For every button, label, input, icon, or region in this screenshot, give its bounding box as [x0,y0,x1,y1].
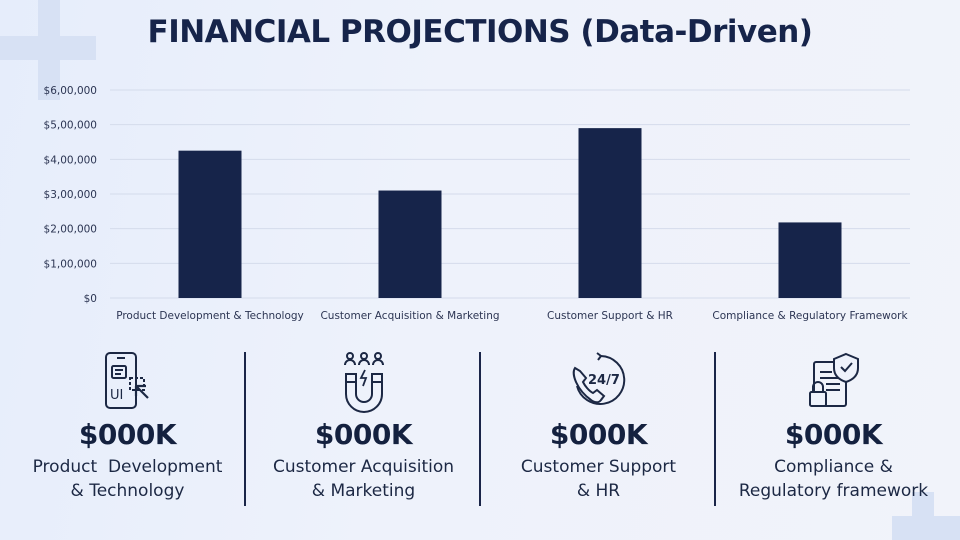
y-tick-label: $6,00,000 [44,85,97,97]
y-tick-label: $3,00,000 [44,189,97,201]
y-tick-label: $1,00,000 [44,258,97,270]
card-label: Customer Support & HR [481,455,716,503]
y-tick-label: $2,00,000 [44,224,97,236]
card-label: Customer Acquisition & Marketing [246,455,481,503]
card-value: $000K [549,418,648,451]
decorative-plus-shape [892,516,960,540]
svg-text:24/7: 24/7 [588,373,620,388]
card-label-line: & HR [576,481,621,501]
bar-chart: $0 $1,00,000 $2,00,000 $3,00,000 $4,00,000 $5… [44,85,910,322]
y-tick-label: $4,00,000 [44,154,97,166]
card-label: Product Development & Technology [10,455,245,503]
bar [578,128,642,298]
support-24-7-icon: 24/7 [481,350,716,414]
card-label-line: Compliance & [774,457,893,477]
card-label-line: Regulatory framework [738,481,929,501]
bar [378,190,442,298]
summary-card-customer-support: 24/7 $000K Customer Support & HR [481,348,716,518]
bar [178,150,242,298]
card-label-line: Customer Support [520,457,677,477]
card-divider [244,352,246,506]
y-tick-label: $5,00,000 [44,120,97,132]
magnet-users-icon [246,350,481,414]
summary-card-product-development: UI $000K Product Development & Technolog… [10,348,245,518]
card-divider [714,352,716,506]
x-category-label: Product Development & Technology [116,310,304,322]
summary-card-customer-acquisition: $000K Customer Acquisition & Marketing [246,348,481,518]
card-value: $000K [314,418,413,451]
compliance-shield-icon [716,350,951,414]
card-label-line: & Technology [70,481,185,501]
card-divider [479,352,481,506]
decorative-plus-shape [0,36,96,60]
bar [778,222,842,298]
card-label: Compliance & Regulatory framework [716,455,951,503]
y-tick-label: $0 [84,293,97,305]
x-category-label: Customer Support & HR [547,310,673,322]
card-label-line: & Marketing [311,481,416,501]
card-label-line: Customer Acquisition [272,457,455,477]
summary-card-compliance: $000K Compliance & Regulatory framework [716,348,951,518]
card-value: $000K [784,418,883,451]
card-label-line: Product Development [32,457,223,477]
x-category-label: Customer Acquisition & Marketing [320,310,499,322]
card-value: $000K [78,418,177,451]
ui-mobile-icon: UI [10,350,245,414]
svg-text:UI: UI [110,388,123,403]
x-category-label: Compliance & Regulatory Framework [712,310,908,322]
slide-title: FINANCIAL PROJECTIONS (Data-Driven) [147,14,813,50]
